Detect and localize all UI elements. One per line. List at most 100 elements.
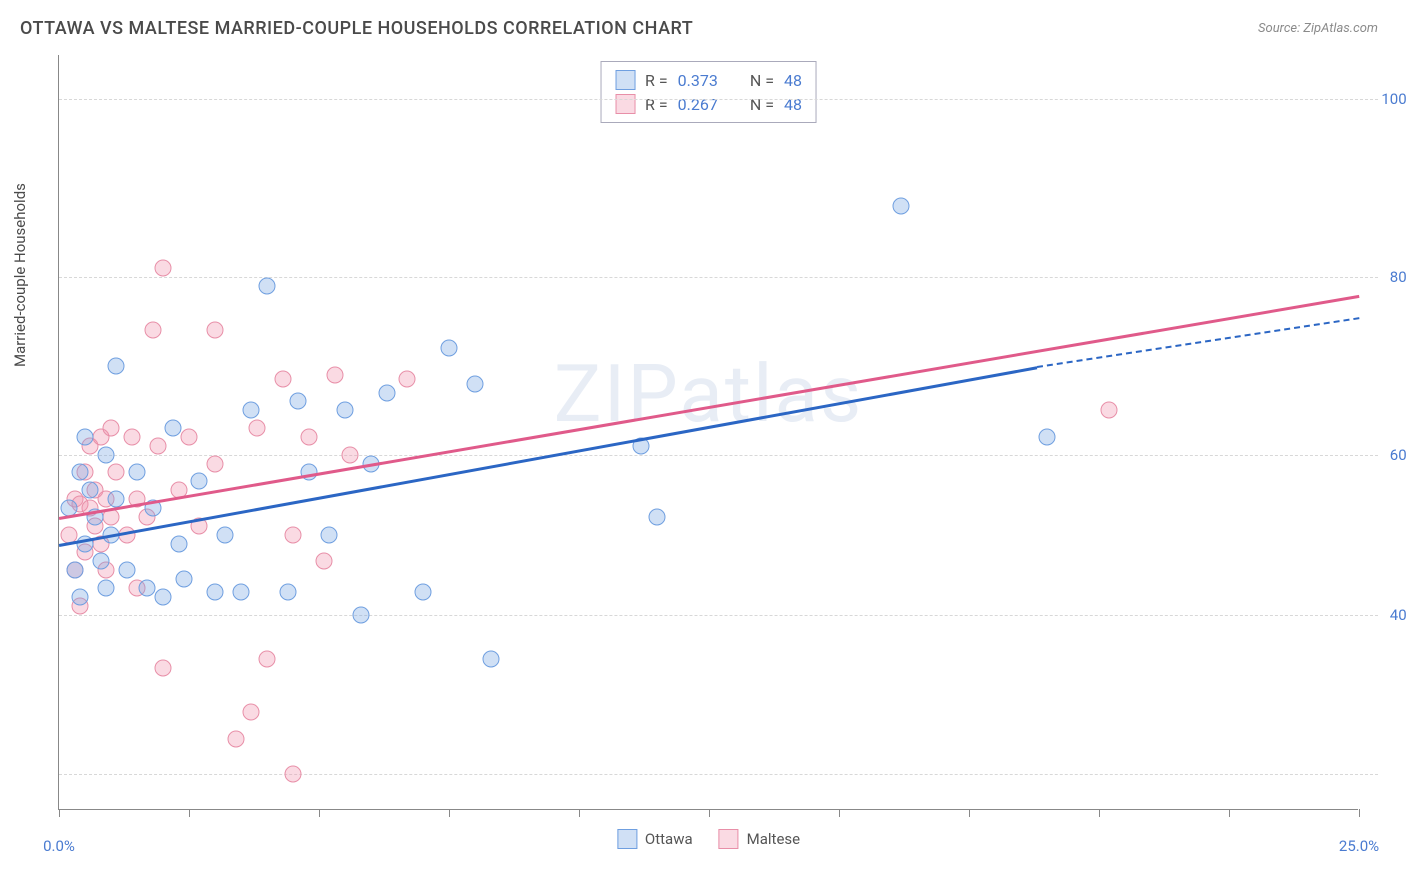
ottawa-point: [352, 606, 369, 623]
ottawa-point: [378, 384, 395, 401]
maltese-point: [181, 428, 198, 445]
n-label: N =: [750, 71, 774, 90]
maltese-point: [259, 651, 276, 668]
maltese-point: [326, 366, 343, 383]
ottawa-point: [71, 588, 88, 605]
y-tick-label: 80.0%: [1390, 268, 1406, 286]
maltese-point: [243, 704, 260, 721]
legend-row-maltese: R = 0.267 N = 48: [615, 92, 802, 116]
maltese-point: [285, 766, 302, 783]
ottawa-point: [233, 584, 250, 601]
ottawa-point: [165, 420, 182, 437]
ottawa-point: [118, 562, 135, 579]
maltese-point: [227, 730, 244, 747]
x-tick: [969, 809, 970, 817]
ottawa-point: [441, 340, 458, 357]
ottawa-point: [415, 584, 432, 601]
ottawa-point: [321, 526, 338, 543]
x-tick: [1099, 809, 1100, 817]
ottawa-point: [482, 651, 499, 668]
x-tick: [579, 809, 580, 817]
maltese-point: [207, 455, 224, 472]
n-value: 48: [784, 95, 802, 114]
maltese-point: [274, 371, 291, 388]
maltese-point: [103, 420, 120, 437]
ottawa-point: [175, 571, 192, 588]
maltese-point: [144, 322, 161, 339]
r-value: 0.373: [678, 71, 718, 90]
legend-label: Maltese: [747, 830, 800, 848]
legend-item-ottawa: Ottawa: [617, 829, 693, 849]
legend-swatch-icon: [719, 829, 739, 849]
y-tick-label: 60.0%: [1390, 446, 1406, 464]
x-tick: [709, 809, 710, 817]
ottawa-point: [129, 464, 146, 481]
x-tick: [1229, 809, 1230, 817]
ottawa-point: [893, 198, 910, 215]
legend-row-ottawa: R = 0.373 N = 48: [615, 68, 802, 92]
ottawa-point: [337, 402, 354, 419]
ottawa-point: [97, 446, 114, 463]
x-tick: [1359, 809, 1360, 817]
ottawa-point: [139, 579, 156, 596]
maltese-point: [316, 553, 333, 570]
maltese-point: [155, 260, 172, 277]
maltese-point: [149, 437, 166, 454]
maltese-point: [1101, 402, 1118, 419]
maltese-point: [155, 659, 172, 676]
ottawa-point: [1039, 428, 1056, 445]
gridline: [59, 455, 1378, 456]
legend-swatch-icon: [615, 70, 635, 90]
gridline: [59, 774, 1378, 775]
correlation-legend: R = 0.373 N = 48 R = 0.267 N = 48: [600, 61, 817, 123]
ottawa-point: [467, 375, 484, 392]
chart-container: Married-couple Households ZIPatlas R =0.…: [48, 55, 1378, 845]
x-tick: [189, 809, 190, 817]
x-tick: [59, 809, 60, 817]
legend-swatch-icon: [615, 94, 635, 114]
maltese-point: [207, 322, 224, 339]
maltese-point: [300, 428, 317, 445]
gridline: [59, 99, 1378, 100]
ottawa-point: [77, 428, 94, 445]
maltese-point: [123, 428, 140, 445]
y-tick-label: 40.0%: [1390, 606, 1406, 624]
maltese-point: [342, 446, 359, 463]
ottawa-point: [243, 402, 260, 419]
ottawa-point: [170, 535, 187, 552]
ottawa-point: [649, 508, 666, 525]
ottawa-point: [155, 588, 172, 605]
ottawa-point: [279, 584, 296, 601]
r-value: 0.267: [678, 95, 718, 114]
maltese-point: [399, 371, 416, 388]
ottawa-point: [71, 464, 88, 481]
x-tick: [839, 809, 840, 817]
r-label: R =: [645, 95, 668, 114]
ottawa-point: [108, 357, 125, 374]
ottawa-point: [66, 562, 83, 579]
n-label: N =: [750, 95, 774, 114]
legend-label: Ottawa: [645, 830, 693, 848]
y-tick-label: 100.0%: [1381, 90, 1406, 108]
r-label: R =: [645, 71, 668, 90]
plot-area: ZIPatlas R =0.373N =48R =0.267N =48 Otta…: [58, 55, 1358, 810]
y-axis-label: Married-couple Households: [11, 183, 29, 367]
maltese-point: [248, 420, 265, 437]
ottawa-point: [259, 277, 276, 294]
x-tick: [319, 809, 320, 817]
legend-swatch-icon: [617, 829, 637, 849]
gridline: [59, 277, 1378, 278]
x-tick: [449, 809, 450, 817]
ottawa-point: [191, 473, 208, 490]
x-tick-label: 0.0%: [43, 837, 75, 855]
regression-line: [59, 366, 1037, 546]
x-tick-label: 25.0%: [1339, 837, 1379, 855]
ottawa-point: [97, 579, 114, 596]
series-legend: Ottawa Maltese: [617, 829, 800, 849]
n-value: 48: [784, 71, 802, 90]
gridline: [59, 615, 1378, 616]
maltese-point: [108, 464, 125, 481]
chart-title: OTTAWA VS MALTESE MARRIED-COUPLE HOUSEHO…: [20, 18, 693, 39]
ottawa-point: [290, 393, 307, 410]
ottawa-point: [92, 553, 109, 570]
